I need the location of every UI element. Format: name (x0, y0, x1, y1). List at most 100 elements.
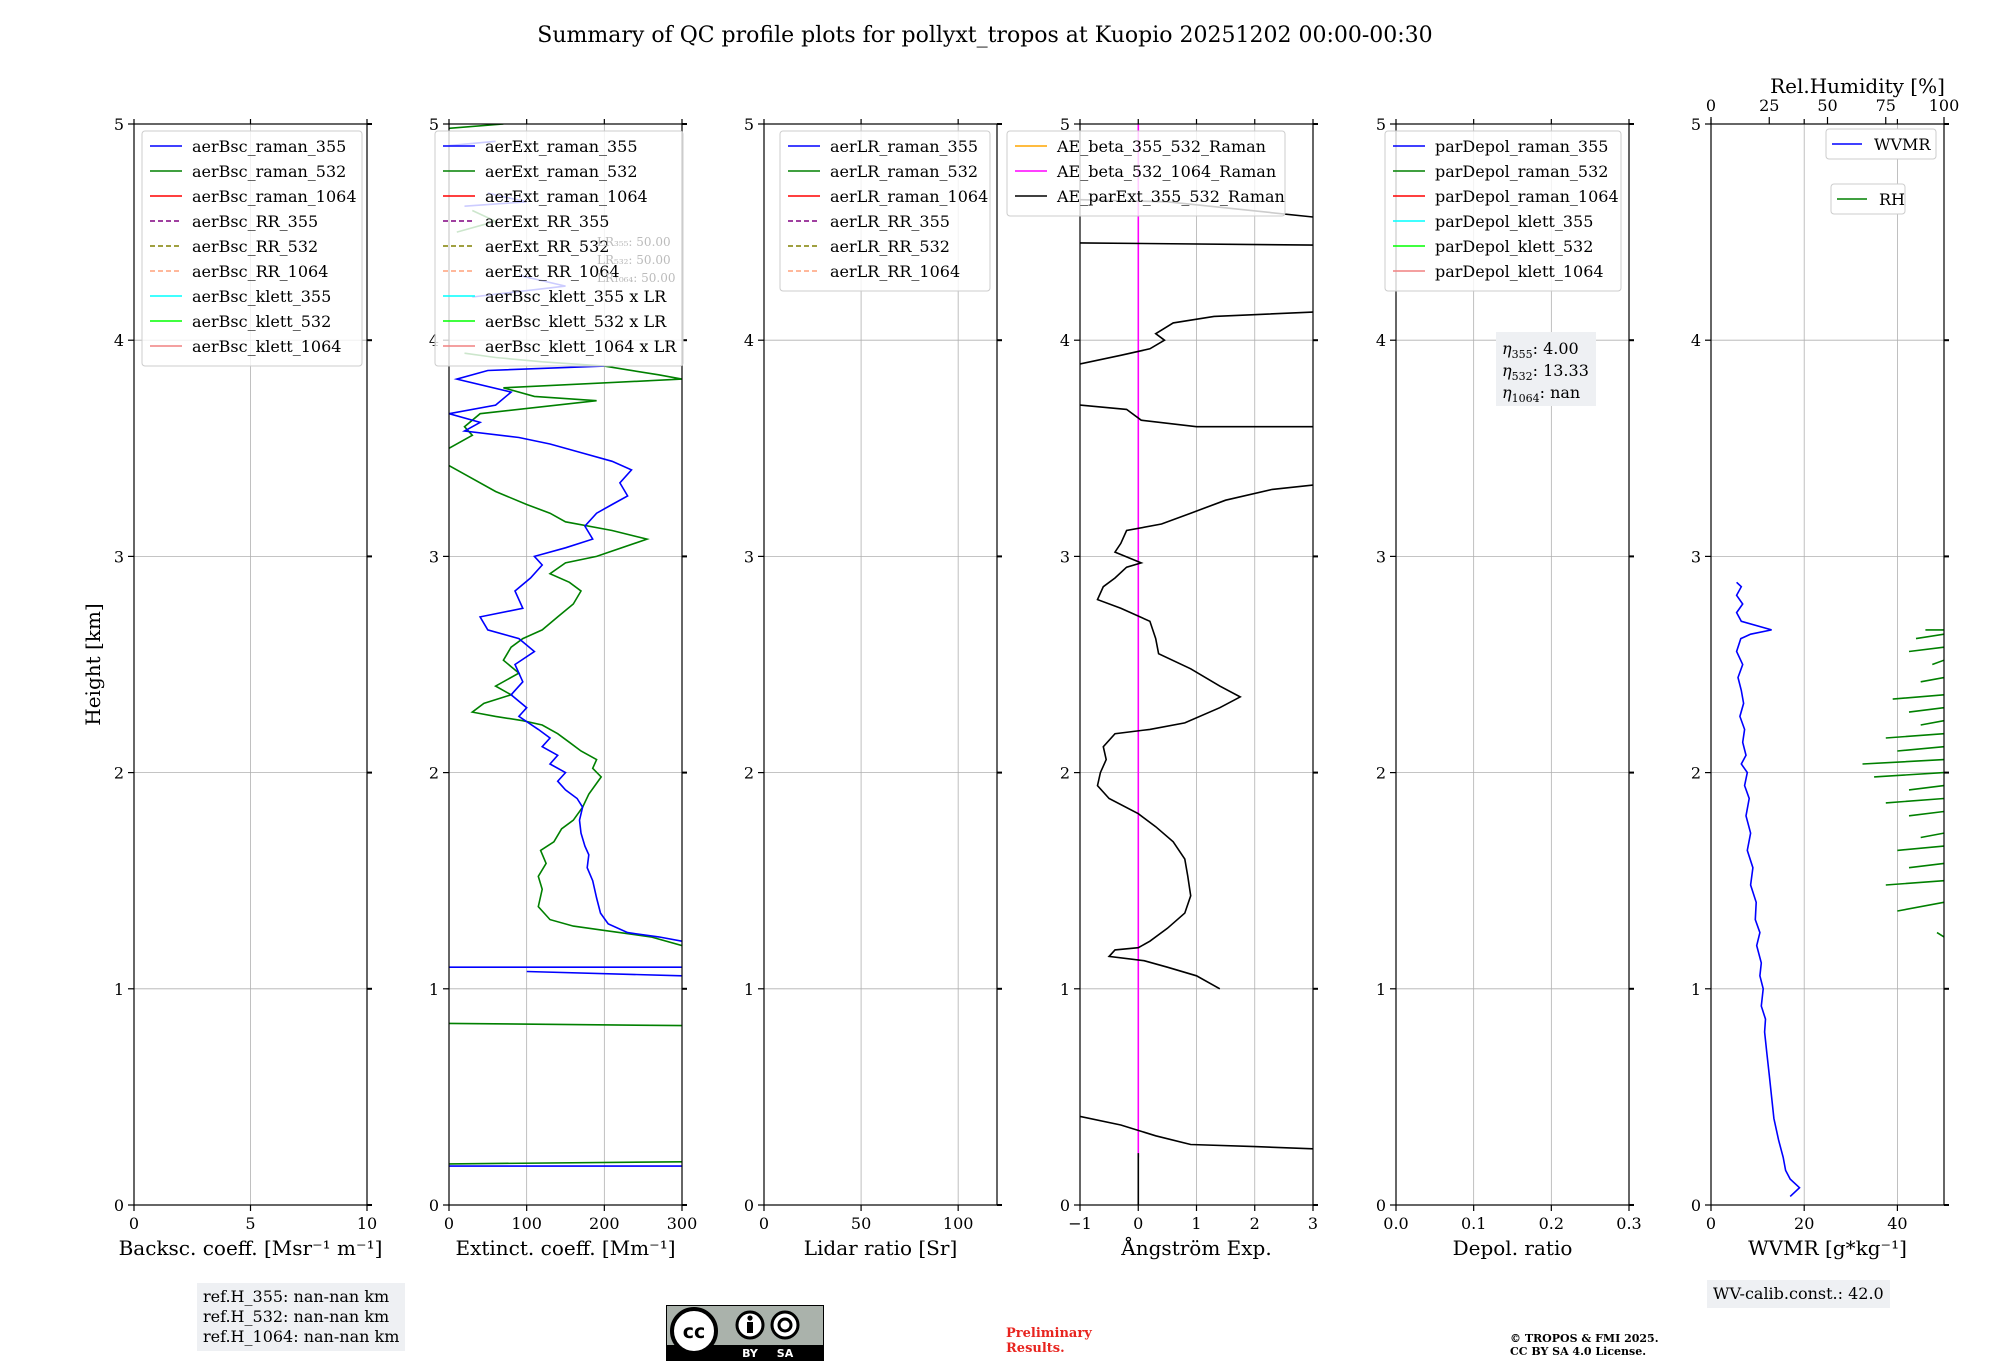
y-tick-label: 2 (429, 764, 439, 783)
preliminary-line-2: Results. (1006, 1341, 1065, 1356)
eta-value: : 4.00 (1533, 339, 1579, 358)
x-tick-label: 100 (943, 1214, 974, 1233)
legend-label-AE_parExt_355_532_Raman: AE_parExt_355_532_Raman (1056, 187, 1285, 206)
x-tick-label: 5 (245, 1214, 255, 1233)
legend-label-aerExt_RR_532: aerExt_RR_532 (485, 237, 609, 256)
cc-logo-icon (670, 1307, 718, 1355)
x-axis-label: Backsc. coeff. [Msr⁻¹ m⁻¹] (119, 1236, 383, 1260)
y-tick-label: 0 (1691, 1196, 1701, 1215)
legend-label-parDepol_klett_532: parDepol_klett_532 (1435, 237, 1593, 256)
x-tick-label: 0.3 (1616, 1214, 1641, 1233)
x-tick-label: 2 (1250, 1214, 1260, 1233)
by-body-icon (747, 1322, 753, 1333)
x-tick-label: 0 (1706, 1214, 1716, 1233)
legend-label-aerBsc_RR_355: aerBsc_RR_355 (192, 212, 318, 231)
legend-label-aerLR_RR_1064: aerLR_RR_1064 (830, 262, 960, 281)
top-x-tick-label: 75 (1876, 96, 1896, 115)
y-tick-label: 0 (429, 1196, 439, 1215)
plot-frame (763, 123, 998, 1206)
ref-height-355: ref.H_355: nan-nan km (203, 1287, 390, 1306)
legend-label-aerBsc_raman_532: aerBsc_raman_532 (192, 162, 346, 181)
x-tick-label: 200 (589, 1214, 620, 1233)
wv-calibration-box: WV-calib.const.: 42.0 (1707, 1280, 1890, 1308)
wv-calib-constant: WV-calib.const.: 42.0 (1713, 1284, 1884, 1303)
top-x-tick-label: 100 (1929, 96, 1960, 115)
copyright-line-2: CC BY SA 4.0 License. (1510, 1345, 1647, 1358)
y-tick-label: 3 (429, 547, 439, 566)
legend-box (141, 130, 363, 367)
panel-depol: 0.0 0.1 0.2 0.3 0 1 2 3 4 5 Depol. ratio parDepol_r… (1376, 115, 1642, 1260)
eta-annotation-line: η355: 4.00 (1502, 339, 1579, 361)
cc-by-label: BY (742, 1347, 759, 1360)
x-tick-label: 20 (1794, 1214, 1814, 1233)
x-tick-label: 0 (444, 1214, 454, 1233)
plot-frame (1395, 123, 1630, 1206)
cc-sa-label: SA (777, 1347, 794, 1360)
y-tick-label: 4 (1376, 331, 1386, 350)
panel-lidar_ratio: 0 50 100 0 1 2 3 4 5 Lidar ratio [Sr] aerLR_raman_… (744, 115, 1002, 1260)
lidar-ratio-annotation: LR₅₃₂: 50.00 (597, 253, 671, 267)
y-tick-label: 0 (1060, 1196, 1070, 1215)
copyright-line-1: © TROPOS & FMI 2025. (1510, 1332, 1659, 1345)
reference-heights-box: ref.H_355: nan-nan km ref.H_532: nan-nan… (197, 1283, 406, 1351)
legend-label-WVMR: WVMR (1874, 135, 1931, 154)
legend-label-RH: RH (1879, 190, 1905, 209)
legend-box (1825, 128, 1937, 160)
preliminary-note: Preliminary Results. (1006, 1326, 1092, 1356)
x-tick-label: 0 (1133, 1214, 1143, 1233)
x-tick-label: 3 (1308, 1214, 1318, 1233)
y-tick-label: 3 (744, 547, 754, 566)
y-tick-label: 3 (1376, 547, 1386, 566)
y-axis-label: Height [km] (81, 603, 105, 725)
panel-extinction: 0 100 200 300 0 1 2 3 4 5 Extinct. coeff. [Mm⁻¹] ae… (429, 115, 697, 1260)
y-tick-label: 0 (114, 1196, 124, 1215)
x-tick-label: 0 (129, 1214, 139, 1233)
y-tick-label: 4 (114, 331, 124, 350)
by-head-icon (747, 1315, 753, 1321)
y-tick-label: 2 (1376, 764, 1386, 783)
legend-box (779, 130, 991, 292)
ref-height-532: ref.H_532: nan-nan km (203, 1307, 390, 1326)
cc-logo-text: cc (683, 1321, 706, 1343)
x-tick-label: 0.0 (1383, 1214, 1408, 1233)
eta-symbol: η (1502, 383, 1512, 402)
x-tick-label: 50 (851, 1214, 871, 1233)
legend-label-aerBsc_raman_355: aerBsc_raman_355 (192, 137, 346, 156)
x-axis-label: Depol. ratio (1453, 1236, 1573, 1260)
legend-label-aerExt_RR_1064: aerExt_RR_1064 (485, 262, 620, 281)
series-line-WVMR (1735, 581, 1801, 1197)
ref-height-1064: ref.H_1064: nan-nan km (203, 1327, 400, 1346)
series-line-aerExt_raman_532 (449, 124, 682, 1165)
plot-frame (448, 123, 683, 1206)
legend-label-parDepol_klett_1064: parDepol_klett_1064 (1435, 262, 1604, 281)
figure-title: Summary of QC profile plots for pollyxt_… (537, 23, 1432, 48)
eta-annotation-line: η532: 13.33 (1502, 361, 1589, 383)
eta-subscript: 355 (1512, 348, 1533, 361)
y-tick-label: 1 (114, 980, 124, 999)
legend-label-aerBsc_klett_1064: aerBsc_klett_1064 (192, 337, 341, 356)
y-tick-label: 4 (429, 331, 439, 350)
legend-label-aerExt_raman_1064: aerExt_raman_1064 (485, 187, 648, 206)
y-tick-label: 2 (114, 764, 124, 783)
panel-backscatter: 0 5 10 0 1 2 3 4 5 Backsc. coeff. [Msr⁻¹ m⁻¹] Heig… (81, 115, 382, 1260)
y-tick-label: 4 (744, 331, 754, 350)
legend-label-aerLR_raman_532: aerLR_raman_532 (830, 162, 978, 181)
x-tick-label: 10 (357, 1214, 377, 1233)
legend-label-aerBsc_klett_355 x LR: aerBsc_klett_355 x LR (485, 287, 667, 306)
copyright-note: © TROPOS & FMI 2025. CC BY SA 4.0 Licens… (1510, 1332, 1659, 1358)
eta-symbol: η (1502, 339, 1512, 358)
eta-value: : 13.33 (1533, 361, 1589, 380)
y-tick-label: 1 (1691, 980, 1701, 999)
x-tick-label: 100 (511, 1214, 542, 1233)
series-line-RH (1862, 629, 1944, 938)
y-tick-label: 5 (429, 115, 439, 134)
panel-wvmr: 0 20 40 0 1 2 3 4 5 WVMR [g*kg⁻¹] 0 25 50 75 100Rel.Hu… (1691, 74, 1959, 1260)
y-tick-label: 5 (114, 115, 124, 134)
y-tick-label: 2 (1060, 764, 1070, 783)
y-tick-label: 4 (1060, 331, 1070, 350)
legend-label-AE_beta_532_1064_Raman: AE_beta_532_1064_Raman (1056, 162, 1276, 181)
y-tick-label: 1 (429, 980, 439, 999)
lidar-ratio-annotation: LR₁₀₆₄: 50.00 (597, 271, 675, 285)
top-x-tick-label: 50 (1817, 96, 1837, 115)
